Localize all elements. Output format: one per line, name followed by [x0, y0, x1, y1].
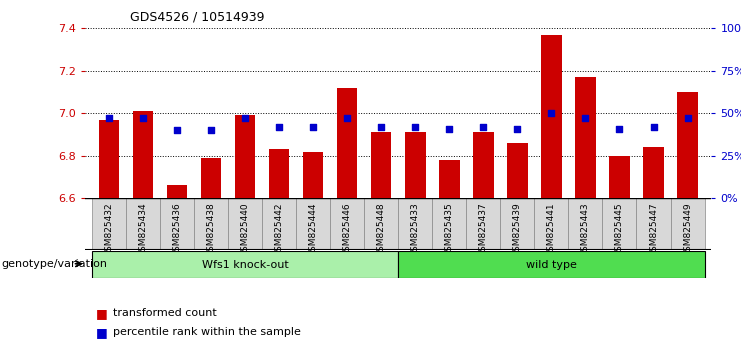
Point	[477, 124, 489, 130]
Bar	[269, 149, 290, 198]
Point	[409, 124, 421, 130]
Bar	[399, 198, 432, 250]
Bar	[677, 92, 698, 198]
Text: GSM825442: GSM825442	[275, 202, 284, 257]
Text: GSM825436: GSM825436	[173, 202, 182, 257]
Text: percentile rank within the sample: percentile rank within the sample	[113, 327, 301, 337]
Point	[171, 127, 183, 133]
Bar	[432, 198, 466, 250]
Bar	[575, 77, 596, 198]
Bar	[439, 160, 459, 198]
Text: GSM825438: GSM825438	[207, 202, 216, 257]
Point	[443, 126, 455, 131]
Bar	[262, 198, 296, 250]
Text: GSM825434: GSM825434	[139, 202, 147, 257]
Bar	[541, 35, 562, 198]
Bar	[133, 111, 153, 198]
Bar	[201, 158, 222, 198]
Bar	[507, 143, 528, 198]
Point	[682, 115, 694, 121]
Bar	[466, 198, 500, 250]
Bar	[99, 120, 119, 198]
Bar	[92, 251, 399, 278]
Text: GSM825446: GSM825446	[343, 202, 352, 257]
Bar	[500, 198, 534, 250]
Bar	[296, 198, 330, 250]
Text: GDS4526 / 10514939: GDS4526 / 10514939	[130, 11, 265, 24]
Bar	[405, 132, 425, 198]
Text: ■: ■	[96, 326, 108, 338]
Bar	[534, 198, 568, 250]
Bar	[371, 132, 391, 198]
Text: GSM825441: GSM825441	[547, 202, 556, 257]
Bar	[160, 198, 194, 250]
Bar	[399, 251, 705, 278]
Point	[614, 126, 625, 131]
Bar	[602, 198, 637, 250]
Bar	[637, 198, 671, 250]
Text: wild type: wild type	[526, 259, 576, 270]
Text: GSM825440: GSM825440	[241, 202, 250, 257]
Text: GSM825448: GSM825448	[376, 202, 386, 257]
Bar	[194, 198, 228, 250]
Bar	[126, 198, 160, 250]
Bar	[473, 132, 494, 198]
Text: Wfs1 knock-out: Wfs1 knock-out	[202, 259, 288, 270]
Text: GSM825447: GSM825447	[649, 202, 658, 257]
Point	[342, 115, 353, 121]
Text: GSM825435: GSM825435	[445, 202, 453, 257]
Text: GSM825445: GSM825445	[615, 202, 624, 257]
Point	[511, 126, 523, 131]
Bar	[568, 198, 602, 250]
Text: transformed count: transformed count	[113, 308, 216, 318]
Bar	[303, 152, 323, 198]
Bar	[167, 185, 187, 198]
Point	[137, 115, 149, 121]
Point	[376, 124, 388, 130]
Bar	[337, 88, 357, 198]
Point	[239, 115, 251, 121]
Point	[545, 110, 557, 116]
Bar	[330, 198, 365, 250]
Bar	[228, 198, 262, 250]
Text: GSM825444: GSM825444	[309, 202, 318, 257]
Text: GSM825439: GSM825439	[513, 202, 522, 257]
Text: GSM825437: GSM825437	[479, 202, 488, 257]
Bar	[609, 156, 630, 198]
Text: genotype/variation: genotype/variation	[1, 259, 107, 269]
Point	[648, 124, 659, 130]
Text: ■: ■	[96, 307, 108, 320]
Bar	[92, 198, 126, 250]
Point	[273, 124, 285, 130]
Point	[579, 115, 591, 121]
Bar	[643, 147, 664, 198]
Text: GSM825443: GSM825443	[581, 202, 590, 257]
Point	[103, 115, 115, 121]
Point	[205, 127, 217, 133]
Text: GSM825449: GSM825449	[683, 202, 692, 257]
Bar	[671, 198, 705, 250]
Bar	[235, 115, 256, 198]
Text: GSM825433: GSM825433	[411, 202, 420, 257]
Point	[308, 124, 319, 130]
Text: GSM825432: GSM825432	[104, 202, 113, 257]
Bar	[365, 198, 399, 250]
